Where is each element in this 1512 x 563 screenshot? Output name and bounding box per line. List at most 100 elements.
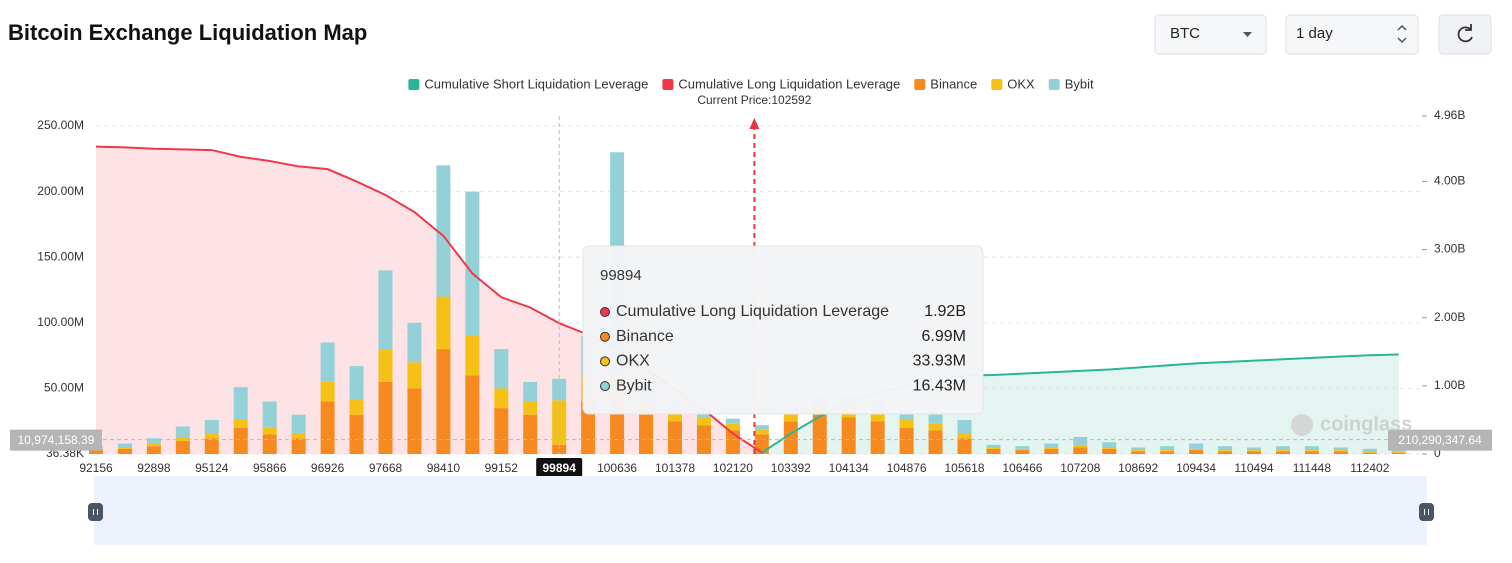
tooltip-title: 99894 [600, 267, 642, 284]
select-value[interactable]: 1 day [1296, 25, 1333, 42]
bar-segment [639, 414, 654, 454]
legend-swatch [408, 79, 420, 90]
legend-label: Bybit [1065, 76, 1094, 91]
bar-segment [1015, 450, 1030, 454]
bar-segment [899, 427, 914, 454]
bar-segment [1362, 451, 1377, 453]
x-tick-label: 103392 [771, 461, 811, 475]
bar-segment [436, 165, 451, 297]
bar-segment [1160, 450, 1175, 452]
bar-segment [89, 450, 103, 454]
bar-segment [1160, 446, 1175, 451]
bar-segment [1015, 448, 1030, 451]
select-box[interactable] [1154, 14, 1267, 55]
select-box[interactable] [1285, 14, 1419, 55]
bar-segment [465, 191, 480, 336]
bar-segment [783, 413, 798, 422]
bar-segment [407, 362, 422, 389]
pointer-box [10, 429, 102, 451]
bar-segment [523, 381, 538, 402]
bar-segment [407, 388, 422, 454]
refresh-button[interactable] [1438, 14, 1492, 55]
y2-tick-label: 3.00B [1434, 242, 1465, 256]
bar-segment [696, 425, 711, 454]
x-tick-label: 100636 [597, 461, 637, 475]
bar-segment [581, 401, 596, 454]
tooltip-value: 33.93M [913, 353, 966, 370]
x-tick-label: 104876 [887, 461, 927, 475]
symbol-select[interactable]: BTC [1154, 14, 1267, 55]
bar-segment [523, 414, 538, 454]
bar-segment [812, 414, 827, 454]
bar-segment [1304, 446, 1319, 451]
bar-segment [1131, 447, 1146, 451]
slider-track[interactable] [94, 476, 1427, 545]
pointer-box [1388, 429, 1492, 451]
bar-segment [928, 423, 943, 431]
x-tick-label: 97668 [369, 461, 403, 475]
bar-segment [668, 410, 682, 422]
watermark-icon [1291, 414, 1313, 436]
bar-segment [1391, 450, 1406, 452]
bar-segment [465, 335, 480, 376]
y2-tick-label: 1.00B [1434, 378, 1465, 392]
bar-segment [1044, 448, 1059, 454]
y2-tick-label: 0 [1434, 446, 1441, 460]
y2-tick-label: 4.00B [1434, 174, 1465, 188]
bar-segment [146, 446, 161, 454]
line-area [761, 354, 1399, 454]
bar-segment [204, 438, 219, 454]
y-tick-label: 250.00M [37, 118, 84, 132]
x-tick-label: 99894 [543, 461, 577, 475]
current-price-arrow [749, 118, 760, 129]
tooltip-dot [600, 381, 610, 392]
bar-segment [1391, 451, 1406, 453]
tooltip-value: 6.99M [922, 328, 966, 345]
tooltip-dot [600, 307, 610, 317]
tooltip-name: Cumulative Long Liquidation Leverage [616, 303, 889, 320]
bar-segment [494, 408, 509, 454]
bar-segment [1275, 446, 1290, 451]
slider-handle[interactable] [88, 503, 103, 521]
bar-segment [1044, 447, 1059, 449]
refresh-icon [1457, 24, 1473, 43]
select-value[interactable]: BTC [1170, 25, 1200, 42]
bar-segment [668, 421, 682, 454]
bar-segment [523, 401, 538, 415]
bar-segment [1073, 444, 1088, 448]
bar-segment [349, 366, 364, 399]
bar-segment [175, 440, 190, 454]
tooltip: 99894 Cumulative Long Liquidation Leverag… [582, 245, 984, 415]
bar-segment [841, 417, 856, 454]
bar-segment [117, 443, 132, 448]
legend-swatch [991, 79, 1003, 90]
slider-handle[interactable] [1419, 503, 1434, 521]
bar-segment [407, 322, 422, 363]
bar-segment [1275, 450, 1290, 452]
chart-title: Bitcoin Exchange Liquidation Map [8, 20, 367, 45]
pointer-label: 10,974,158.39 [18, 433, 95, 447]
interval-select[interactable]: 1 day [1285, 14, 1419, 55]
y2-tick-label: 2.00B [1434, 310, 1465, 324]
bar-segment [436, 296, 451, 350]
bar-segment [1218, 451, 1233, 454]
tooltip-name: Bybit [616, 377, 652, 394]
bar-segment [552, 444, 567, 454]
bar-segment [1160, 451, 1175, 454]
zoom-slider[interactable] [88, 476, 1434, 545]
bar-segment [233, 387, 248, 420]
bar-segment [1189, 448, 1204, 451]
x-pointer-box [536, 458, 583, 480]
bar-segment [783, 421, 798, 454]
bar-segment [899, 419, 914, 428]
tooltip-name: OKX [616, 353, 650, 370]
bar-segment [986, 448, 1001, 454]
button-box[interactable] [1438, 14, 1492, 55]
bar-segment [1189, 443, 1204, 449]
y-tick-label: 200.00M [37, 184, 84, 198]
bar-segment [117, 448, 132, 454]
bar-segment [1073, 447, 1088, 454]
bar-segment [320, 381, 335, 402]
bar-segment [1247, 451, 1261, 454]
bar-segment [870, 412, 885, 422]
